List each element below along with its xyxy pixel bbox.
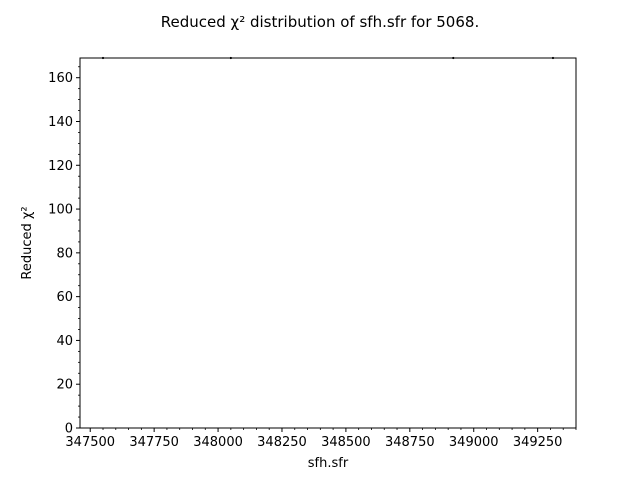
y-tick-label: 60 xyxy=(56,290,73,305)
x-tick-label: 348500 xyxy=(321,435,371,450)
x-tick-label: 348750 xyxy=(385,435,435,450)
y-axis: 0 20 40 60 80 100 120 140 160 xyxy=(48,71,80,437)
y-tick-label: 80 xyxy=(56,246,73,261)
y-tick-label: 100 xyxy=(48,203,73,218)
x-axis: 347500 347750 348000 348250 348500 348750 3490… xyxy=(65,428,562,450)
plot-frame xyxy=(79,57,577,429)
x-tick-label: 348000 xyxy=(193,435,243,450)
chart-title: Reduced χ² distribution of sfh.sfr for 5… xyxy=(161,13,479,31)
x-axis-label: sfh.sfr xyxy=(308,456,349,471)
y-tick-label: 40 xyxy=(56,334,73,349)
x-tick-label: 349000 xyxy=(449,435,499,450)
x-tick-label: 349250 xyxy=(513,435,563,450)
y-tick-label: 160 xyxy=(48,71,73,86)
y-tick-label: 0 xyxy=(65,422,73,437)
y-axis-label: Reduced χ² xyxy=(20,206,35,279)
y-tick-label: 20 xyxy=(56,378,73,393)
x-tick-label: 347500 xyxy=(65,435,115,450)
x-tick-label: 347750 xyxy=(129,435,179,450)
plot-area xyxy=(80,58,576,428)
y-tick-label: 120 xyxy=(48,159,73,174)
x-tick-label: 348250 xyxy=(257,435,307,450)
y-tick-label: 140 xyxy=(48,115,73,130)
